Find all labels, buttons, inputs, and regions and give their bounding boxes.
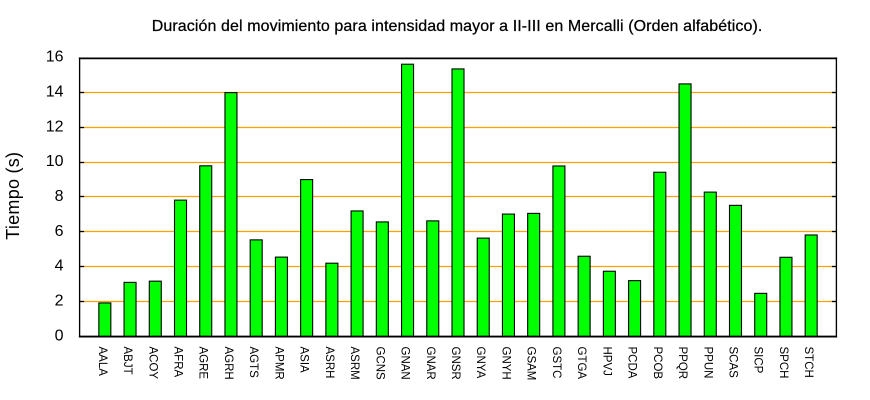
- svg-text:AGRE: AGRE: [197, 347, 209, 380]
- svg-text:GNAR: GNAR: [424, 347, 436, 380]
- svg-text:SCAS: SCAS: [726, 347, 738, 379]
- svg-text:14: 14: [46, 83, 64, 100]
- svg-text:Tiempo (s): Tiempo (s): [3, 152, 23, 240]
- svg-text:AALA: AALA: [96, 347, 108, 377]
- svg-text:16: 16: [46, 49, 64, 66]
- svg-text:PPUN: PPUN: [701, 347, 713, 379]
- svg-text:ASRH: ASRH: [323, 347, 335, 379]
- svg-text:GNAN: GNAN: [399, 347, 411, 380]
- svg-text:2: 2: [55, 293, 64, 310]
- svg-text:AGRH: AGRH: [222, 347, 234, 380]
- svg-text:APMR: APMR: [272, 347, 284, 380]
- svg-text:PCOB: PCOB: [651, 347, 663, 380]
- svg-text:SPCH: SPCH: [777, 347, 789, 379]
- svg-text:10: 10: [46, 153, 64, 170]
- svg-text:GSAM: GSAM: [525, 347, 537, 381]
- svg-text:AGTS: AGTS: [247, 347, 259, 379]
- svg-text:ACOY: ACOY: [146, 347, 158, 380]
- svg-text:ASRM: ASRM: [348, 347, 360, 380]
- svg-text:GNYH: GNYH: [499, 347, 511, 380]
- svg-text:6: 6: [55, 223, 64, 240]
- svg-text:GCNS: GCNS: [373, 347, 385, 381]
- svg-text:0: 0: [55, 327, 64, 344]
- svg-text:GNSR: GNSR: [449, 347, 461, 380]
- svg-text:SICP: SICP: [752, 347, 764, 374]
- svg-text:PPQR: PPQR: [676, 347, 688, 380]
- svg-text:4: 4: [55, 258, 64, 275]
- svg-text:GNYA: GNYA: [474, 347, 486, 379]
- svg-text:HPVJ: HPVJ: [600, 347, 612, 376]
- svg-text:GTGA: GTGA: [575, 347, 587, 380]
- svg-text:8: 8: [55, 188, 64, 205]
- svg-text:AFRA: AFRA: [172, 347, 184, 378]
- svg-text:12: 12: [46, 118, 64, 135]
- svg-text:ASIA: ASIA: [298, 347, 310, 374]
- svg-text:ABJT: ABJT: [121, 347, 133, 375]
- svg-text:Duración del movimiento para i: Duración del movimiento para intensidad …: [152, 18, 763, 35]
- svg-text:PCDA: PCDA: [626, 347, 638, 379]
- svg-text:STCH: STCH: [802, 347, 814, 378]
- svg-text:GSTC: GSTC: [550, 347, 562, 379]
